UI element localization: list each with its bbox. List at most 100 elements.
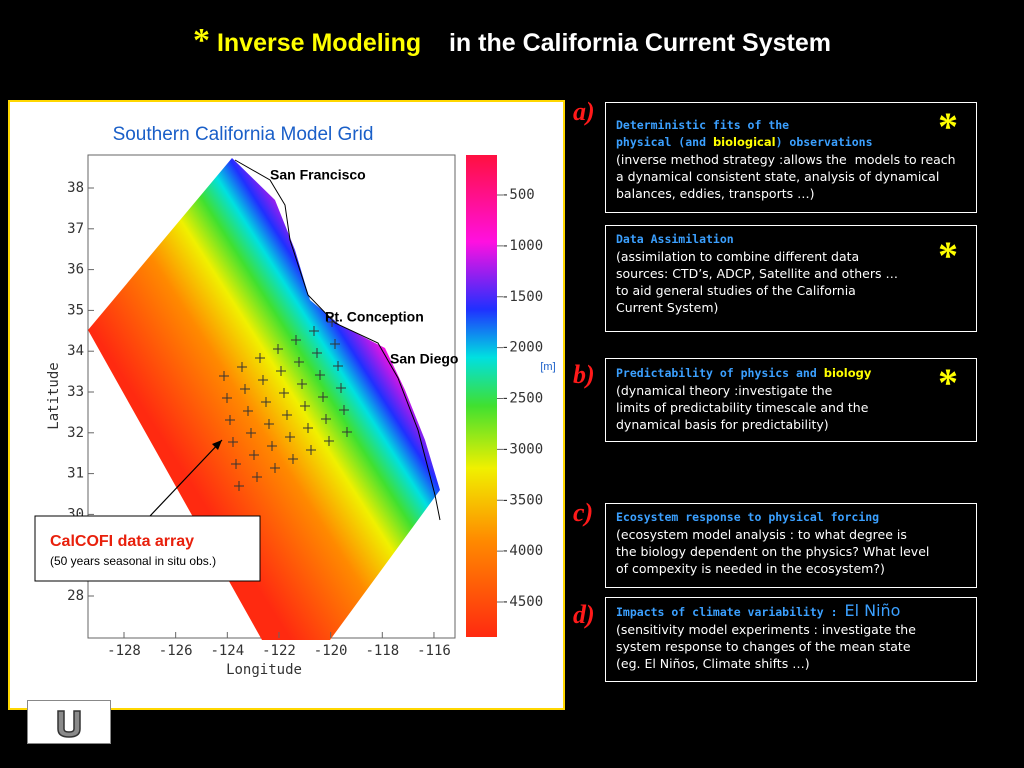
body-line: (dynamical theory :investigate the — [616, 383, 833, 398]
station — [273, 344, 283, 354]
place-label: Pt. Conception — [325, 309, 424, 325]
colorbar-tick-label: -2000 — [501, 340, 543, 356]
station — [243, 406, 253, 416]
callout-title: CalCOFI data array — [50, 533, 194, 550]
body-line: system response to changes of the mean s… — [616, 639, 911, 654]
x-tick-label: -118 — [365, 643, 399, 659]
x-tick-label: -120 — [314, 643, 348, 659]
x-tick-label: -122 — [262, 643, 296, 659]
station — [240, 384, 250, 394]
body-line: to aid general studies of the California — [616, 283, 856, 298]
asterisk: * — [938, 233, 958, 278]
station — [306, 445, 316, 455]
station — [318, 392, 328, 402]
asterisk: * — [938, 360, 958, 405]
y-tick-label: 34 — [67, 343, 84, 359]
heading-text: Predictability of physics and — [616, 366, 824, 380]
heading-highlight: biology — [823, 366, 872, 380]
box-heading: Data Assimilation — [616, 231, 966, 248]
y-tick-label: 32 — [67, 425, 84, 441]
station — [288, 454, 298, 464]
station — [342, 427, 352, 437]
station — [255, 353, 265, 363]
station — [294, 357, 304, 367]
return-button[interactable] — [27, 700, 111, 744]
box-body: (dynamical theory :investigate the limits… — [616, 382, 966, 433]
station — [252, 472, 262, 482]
body-line: dynamical basis for predictability) — [616, 417, 829, 432]
section-label: a) — [573, 97, 595, 126]
station — [228, 437, 238, 447]
x-tick-label: -128 — [107, 643, 141, 659]
station — [231, 459, 241, 469]
coastline — [234, 159, 441, 521]
y-tick-label: 38 — [67, 180, 84, 196]
place-label: San Diego — [390, 351, 458, 367]
text-box: * Data Assimilation (assimilation to com… — [605, 225, 977, 332]
station — [330, 339, 340, 349]
body-line: (assimilation to combine different data — [616, 249, 860, 264]
y-tick-label: 28 — [67, 588, 84, 604]
station — [246, 428, 256, 438]
x-tick-label: -124 — [210, 643, 244, 659]
station — [309, 326, 319, 336]
title-rest: in the California Current System — [448, 29, 831, 57]
station — [336, 383, 346, 393]
text-box: Ecosystem response to physical forcing (… — [605, 503, 977, 588]
station — [267, 441, 277, 451]
body-line: (ecosystem model analysis : to what degr… — [616, 527, 907, 542]
station — [222, 393, 232, 403]
box-body: (sensitivity model experiments : investi… — [616, 621, 966, 672]
box-heading: Ecosystem response to physical forcing — [616, 509, 966, 526]
box-body: (assimilation to combine different data s… — [616, 248, 966, 316]
y-axis-label: Latitude — [46, 362, 62, 429]
body-line: the biology dependent on the physics? Wh… — [616, 544, 930, 559]
colorbar-tick-label: -3500 — [501, 492, 543, 508]
text-box: Impacts of climate variability : El Niño… — [605, 597, 977, 682]
map-title: Southern California Model Grid — [113, 124, 374, 145]
station — [225, 415, 235, 425]
station — [324, 436, 334, 446]
colorbar-tick-label: -1000 — [501, 238, 543, 254]
y-tick-label: 36 — [67, 262, 84, 278]
station — [270, 463, 280, 473]
body-line: (inverse method strategy :allows the mod… — [616, 152, 956, 167]
station — [333, 361, 343, 371]
arrow-head — [212, 440, 222, 450]
heading-text: Data Assimilation — [616, 232, 734, 246]
body-line: of compexity is needed in the ecosystem?… — [616, 561, 885, 576]
y-tick-label: 35 — [67, 302, 84, 318]
station — [279, 388, 289, 398]
box-body: (ecosystem model analysis : to what degr… — [616, 526, 966, 577]
heading-text: ) observations — [775, 135, 873, 149]
heading-text: Impacts of climate variability : — [616, 605, 845, 619]
map-figure: Southern California Model Grid Longitude… — [34, 124, 556, 678]
station — [276, 366, 286, 376]
unit-label: [m] — [540, 361, 555, 373]
station — [264, 419, 274, 429]
station-grid — [219, 317, 352, 491]
colorbar-tick-label: -4500 — [501, 594, 543, 610]
section-label: c) — [573, 498, 594, 527]
station — [312, 348, 322, 358]
x-tick-label: -116 — [417, 643, 451, 659]
station — [315, 370, 325, 380]
heading-text: Deterministic fits of the — [616, 118, 790, 132]
colorbar-tick-label: -4000 — [501, 543, 543, 559]
y-tick-label: 37 — [67, 221, 84, 237]
box-heading: Deterministic fits of the physical (and b… — [616, 117, 966, 151]
box-body: (inverse method strategy :allows the mod… — [616, 151, 966, 202]
colorbar-tick-label: -500 — [501, 187, 535, 203]
station — [282, 410, 292, 420]
station — [249, 450, 259, 460]
station — [297, 379, 307, 389]
body-line: balances, eddies, transports …) — [616, 186, 815, 201]
callout-arrow — [149, 439, 223, 517]
station — [237, 362, 247, 372]
title-highlight: Inverse Modeling — [216, 29, 422, 57]
heading-text: physical (and — [616, 135, 713, 149]
colorbar-tick-label: -3000 — [501, 441, 543, 457]
station — [285, 432, 295, 442]
station — [258, 375, 268, 385]
section-label: d) — [573, 600, 595, 629]
